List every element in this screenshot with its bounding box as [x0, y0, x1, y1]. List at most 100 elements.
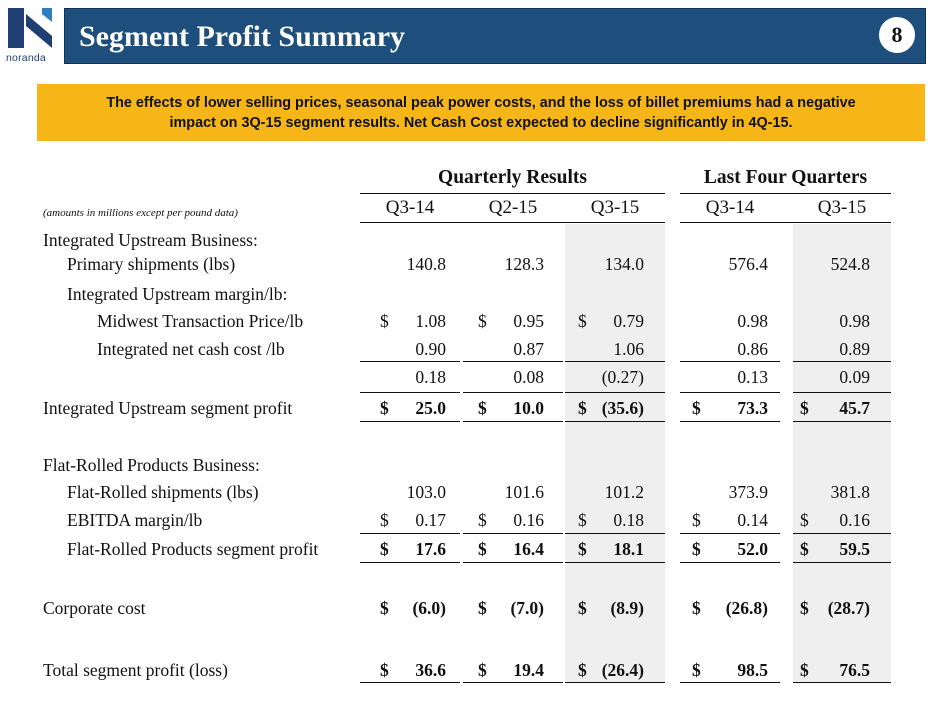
- noranda-logo: noranda: [2, 4, 60, 66]
- row-label: Flat-Rolled Products segment profit: [67, 539, 319, 559]
- table-cell: $0.17: [380, 510, 446, 532]
- cell-value: (28.7): [827, 598, 870, 618]
- rule-line: [463, 562, 563, 563]
- table-cell: 101.2: [578, 482, 644, 504]
- cell-value: (35.6): [601, 398, 644, 418]
- table-cell: 0.86: [692, 339, 768, 361]
- table-cell: $ (26.4): [578, 660, 644, 682]
- table-cell: 134.0: [578, 254, 644, 276]
- cell-value: 1.06: [613, 339, 644, 359]
- cell-value: 0.14: [737, 510, 768, 530]
- currency-symbol: $: [578, 311, 587, 331]
- table-cell: $ (26.8): [692, 598, 768, 620]
- rule-line: [565, 421, 665, 422]
- table-cell: 0.87: [478, 339, 544, 361]
- row-label: Total segment profit (loss): [43, 660, 228, 680]
- rule-line: [793, 562, 891, 563]
- rule-line: [680, 562, 780, 563]
- cell-value: 0.18: [415, 367, 446, 387]
- table-cell: 1.06: [578, 339, 644, 361]
- rule-line: [793, 421, 891, 422]
- cell-value: (0.27): [601, 367, 644, 387]
- page-number-badge: 8: [877, 15, 917, 55]
- cell-value: 0.13: [737, 367, 768, 387]
- row-label: Midwest Transaction Price/lb: [97, 311, 304, 331]
- table-cell: $ (6.0): [380, 598, 446, 620]
- cell-value: 576.4: [728, 254, 768, 274]
- cell-value: 0.87: [513, 339, 544, 359]
- rule-line: [463, 533, 563, 534]
- table-cell: $76.5: [800, 660, 870, 682]
- table-cell: 381.8: [800, 482, 870, 504]
- logo-wordmark: noranda: [6, 52, 46, 64]
- title-banner: Segment Profit Summary 8: [64, 8, 926, 64]
- header-underline-quarterly: [360, 222, 665, 223]
- rule-line: [680, 533, 780, 534]
- currency-symbol: $: [478, 539, 487, 559]
- cell-value: (26.8): [725, 598, 768, 618]
- page-title: Segment Profit Summary: [79, 20, 406, 53]
- table-cell: $52.0: [692, 539, 768, 561]
- cell-value: 25.0: [415, 398, 446, 418]
- rule-line: [793, 361, 891, 362]
- rule-line: [565, 533, 665, 534]
- table-cell: $98.5: [692, 660, 768, 682]
- group-last-four-quarters: Last Four Quarters: [703, 167, 868, 188]
- col-head-lfq-q3-15: Q3-15: [817, 197, 867, 218]
- rule-line: [565, 682, 665, 683]
- cell-value: 76.5: [839, 660, 870, 680]
- rule-line: [793, 392, 891, 393]
- currency-symbol: $: [800, 539, 809, 559]
- table-cell: $1.08: [380, 311, 446, 333]
- rule-line: [565, 392, 665, 393]
- cell-value: 10.0: [513, 398, 544, 418]
- cell-value: 0.17: [415, 510, 446, 530]
- table-cell: $0.14: [692, 510, 768, 532]
- currency-symbol: $: [578, 660, 587, 680]
- cell-value: 140.8: [406, 254, 446, 274]
- currency-symbol: $: [578, 398, 587, 418]
- table-cell: 0.13: [692, 367, 768, 389]
- currency-symbol: $: [800, 398, 809, 418]
- table-cell: $73.3: [692, 398, 768, 420]
- cell-value: 0.09: [839, 367, 870, 387]
- callout-line-1: The effects of lower selling prices, sea…: [106, 95, 856, 111]
- cell-value: (7.0): [510, 598, 544, 618]
- currency-symbol: $: [478, 660, 487, 680]
- cell-value: 45.7: [839, 398, 870, 418]
- table-cell: 0.89: [800, 339, 870, 361]
- cell-value: 98.5: [737, 660, 768, 680]
- cell-value: 16.4: [513, 539, 544, 559]
- callout-line-2: impact on 3Q-15 segment results. Net Cas…: [169, 115, 793, 131]
- cell-value: 128.3: [504, 254, 544, 274]
- cell-value: 18.1: [613, 539, 644, 559]
- table-cell: 140.8: [380, 254, 446, 276]
- col-head-lfq-q3-14: Q3-14: [705, 197, 755, 218]
- col-head-q3-14: Q3-14: [385, 197, 435, 218]
- cell-value: (6.0): [412, 598, 446, 618]
- cell-value: 0.90: [415, 339, 446, 359]
- rule-line: [680, 421, 780, 422]
- currency-symbol: $: [800, 660, 809, 680]
- table-cell: $ (7.0): [478, 598, 544, 620]
- group-quarterly-results: Quarterly Results: [438, 167, 587, 188]
- lfq-q3-15-column-shade: [793, 224, 891, 682]
- currency-symbol: $: [380, 598, 389, 618]
- cell-value: (26.4): [601, 660, 644, 680]
- noranda-logo-mark-icon: [8, 8, 52, 48]
- cell-value: 0.16: [839, 510, 870, 530]
- row-label: Flat-Rolled Products Business:: [43, 455, 260, 475]
- key-message-callout: The effects of lower selling prices, sea…: [37, 84, 925, 141]
- table-cell: $ (35.6): [578, 398, 644, 420]
- rule-line: [793, 533, 891, 534]
- currency-symbol: $: [692, 510, 701, 530]
- rule-line: [360, 533, 460, 534]
- cell-value: 524.8: [830, 254, 870, 274]
- q3-15-column-shade: [565, 224, 665, 682]
- table-cell: $16.4: [478, 539, 544, 561]
- currency-symbol: $: [692, 539, 701, 559]
- cell-value: 134.0: [604, 254, 644, 274]
- table-cell: $ (8.9): [578, 598, 644, 620]
- table-cell: $19.4: [478, 660, 544, 682]
- table-cell: 0.08: [478, 367, 544, 389]
